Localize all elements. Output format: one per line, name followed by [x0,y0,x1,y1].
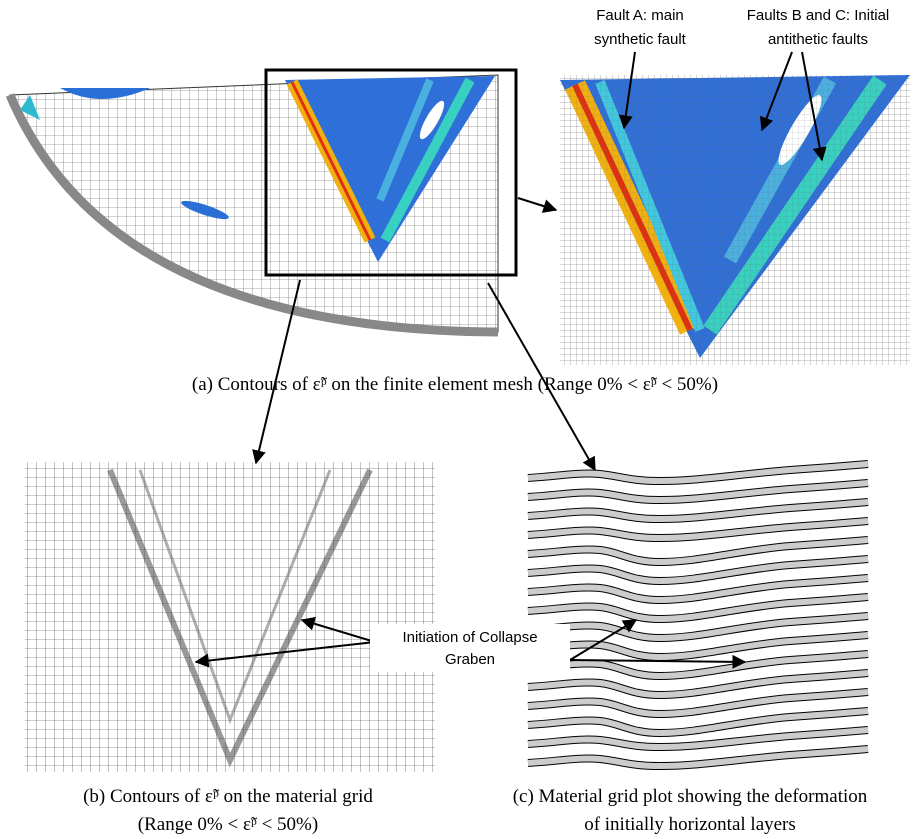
caption: of initially horizontal layers [584,814,796,835]
annotation: Fault A: main [596,7,684,24]
annotation: Initiation of Collapse [402,629,537,646]
layer-grid [528,464,868,766]
caption: (b) Contours of ε̃ᵖ on the material grid [83,786,373,807]
layer [528,464,868,481]
caption: (a) Contours of ε̃ᵖ on the finite elemen… [192,374,718,395]
mesh-zoom [560,75,910,365]
layer [528,483,868,500]
caption: (Range 0% < ε̃ᵖ < 50%) [138,814,318,835]
figure: Fault A: main synthetic fault Faults B a… [0,0,921,839]
material-grid [25,462,435,772]
annotation: Faults B and C: Initial [747,7,890,24]
layer [528,502,868,519]
caption: (c) Material grid plot showing the defor… [513,786,868,807]
layer [528,749,868,766]
annotation: antithetic faults [768,31,868,48]
mesh-overview [10,70,516,332]
annotation: synthetic fault [594,31,687,48]
layer [528,540,868,562]
annotation: Graben [445,651,495,668]
layer [528,521,868,538]
